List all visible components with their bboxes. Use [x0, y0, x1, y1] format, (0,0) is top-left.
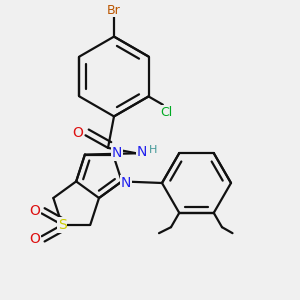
Text: S: S: [58, 218, 66, 232]
Text: O: O: [30, 204, 40, 218]
Text: H: H: [148, 145, 157, 155]
Text: O: O: [30, 232, 40, 246]
Text: N: N: [112, 146, 122, 161]
Text: Br: Br: [107, 4, 121, 17]
Text: N: N: [137, 145, 147, 159]
Text: Cl: Cl: [160, 106, 172, 119]
Text: N: N: [121, 176, 131, 190]
Text: O: O: [73, 126, 83, 140]
